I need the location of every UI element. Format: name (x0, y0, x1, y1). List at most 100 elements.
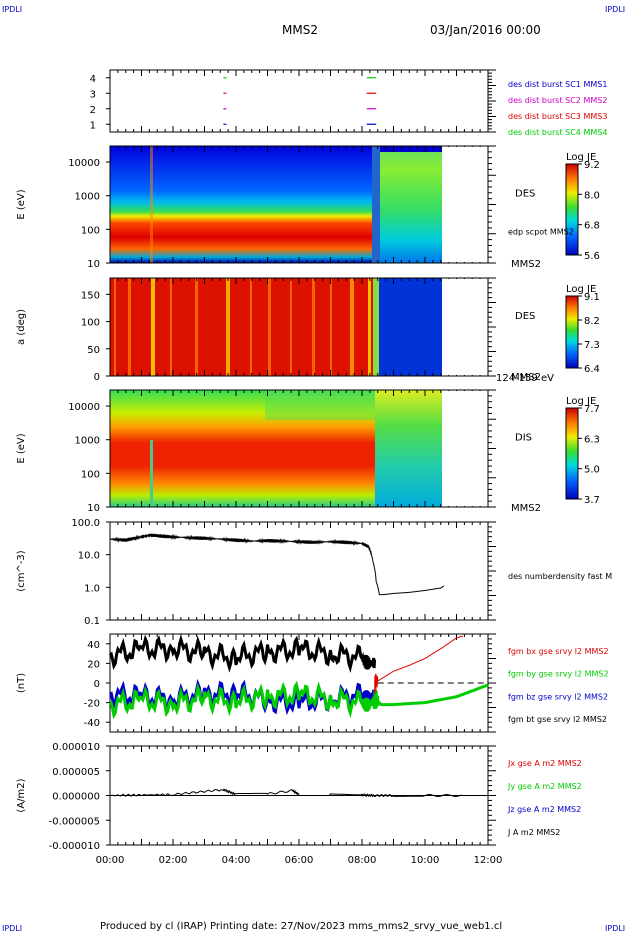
time-tick-label: 08:00 (348, 855, 377, 866)
y-tick-label: 3 (90, 89, 96, 100)
panel-dis_energy (106, 389, 496, 508)
y-tick-label: 0.000010 (52, 742, 100, 753)
y-tick-label: 150 (81, 290, 100, 301)
series-line (109, 533, 445, 596)
panel-frame (109, 69, 489, 133)
legend-entry: J A m2 MMS2 (507, 828, 560, 837)
instrument-label: DES (515, 189, 535, 200)
spacecraft-label: MMS2 (511, 372, 541, 383)
y-tick-label: 1000 (75, 192, 100, 203)
legend-entry: des dist burst SC4 MMS4 (508, 128, 607, 137)
y-tick-label: 10000 (68, 158, 100, 169)
legend-entry: Jy gse A m2 MMS2 (507, 782, 582, 791)
colorbar-title: Log JE (566, 152, 596, 163)
colorbar (565, 407, 579, 500)
colorbar-title: Log JE (566, 284, 596, 295)
panel-des_pitch (106, 277, 496, 377)
y-tick-label: 20 (87, 659, 100, 670)
y-axis-label: (A/m2) (16, 778, 27, 812)
y-tick-label: 1.0 (84, 583, 100, 594)
y-axis-label: E (eV) (16, 189, 27, 219)
y-tick-label: 10000 (68, 402, 100, 413)
y-tick-label: 1000 (75, 436, 100, 447)
y-tick-label: 10.0 (78, 551, 100, 562)
legend-entry: Jz gse A m2 MMS2 (507, 805, 581, 814)
y-tick-label: 0.000000 (52, 792, 100, 803)
legend-entry: fgm bz gse srvy l2 MMS2 (508, 692, 608, 701)
y-tick-label: 50 (87, 345, 100, 356)
no-data-region (443, 147, 487, 262)
y-tick-label: 40 (87, 640, 100, 651)
y-tick-label: 0 (94, 372, 100, 383)
colorbar-tick-label: 7.3 (584, 340, 600, 351)
legend-entry: fgm bt gse srvy l2 MMS2 (508, 715, 607, 724)
no-data-region (443, 391, 487, 506)
panel-burst (106, 69, 496, 133)
y-tick-label: 0 (94, 679, 100, 690)
heatmap-artwork (110, 146, 442, 507)
spacecraft-label: MMS2 (511, 259, 541, 270)
panel-bfield (106, 633, 496, 733)
colorbar-title: Log JE (566, 396, 596, 407)
colorbar-tick-label: 9.1 (584, 292, 600, 303)
time-tick-label: 10:00 (411, 855, 440, 866)
time-tick-label: 04:00 (222, 855, 251, 866)
legend-entry: des dist burst SC2 MMS2 (508, 96, 607, 105)
legend-entry: Jx gse A m2 MMS2 (507, 759, 582, 768)
spacecraft-title: MMS2 (282, 23, 318, 37)
y-tick-label: 10 (87, 503, 100, 514)
y-tick-label: -20 (84, 699, 100, 710)
series-line (374, 635, 463, 695)
colorbar-tick-label: 8.2 (584, 316, 600, 327)
y-tick-label: 10 (87, 259, 100, 270)
colorbar-tick-label: 5.0 (584, 465, 600, 476)
colorbar-tick-label: 6.3 (584, 434, 600, 445)
legend-entry: des numberdensity fast M (508, 572, 612, 581)
y-axis-label: (nT) (16, 673, 27, 693)
time-tick-label: 00:00 (96, 855, 125, 866)
colorbar-tick-label: 3.7 (584, 495, 600, 506)
y-tick-label: 0.000005 (52, 767, 100, 778)
y-tick-label: -0.000010 (49, 841, 100, 852)
colorbar (565, 163, 579, 256)
y-tick-label: 4 (90, 74, 96, 85)
y-tick-label: 100.0 (71, 518, 100, 529)
instrument-label: DES (515, 311, 535, 322)
colorbar-tick-label: 5.6 (584, 251, 600, 262)
y-axis-label: a (deg) (16, 309, 27, 345)
series-line (109, 788, 463, 798)
spacecraft-label: MMS2 (511, 503, 541, 514)
logo-right: IPDLI (605, 5, 625, 14)
y-axis-label: (cm^-3) (16, 550, 27, 591)
y-tick-label: 0.1 (84, 616, 100, 627)
colorbar-tick-label: 6.8 (584, 221, 600, 232)
colorbar-tick-label: 9.2 (584, 160, 600, 171)
no-data-region (443, 279, 487, 375)
series-line (108, 634, 377, 673)
colorbar (565, 295, 579, 369)
y-tick-label: 100 (81, 469, 100, 480)
time-tick-label: 02:00 (159, 855, 188, 866)
panel-density (106, 521, 496, 621)
sub-label: edp scpot MMS2 (508, 228, 574, 237)
legend-entry: fgm by gse srvy l2 MMS2 (508, 670, 609, 679)
time-tick-label: 12:00 (474, 855, 503, 866)
date-title: 03/Jan/2016 00:00 (430, 23, 541, 37)
y-axis-label: E (eV) (16, 433, 27, 463)
y-tick-label: 100 (81, 225, 100, 236)
y-tick-label: 100 (81, 318, 100, 329)
y-tick-label: -40 (84, 718, 100, 729)
legend-entry: des dist burst SC1 MMS1 (508, 80, 607, 89)
logo-bottom-right: IPDLI (605, 924, 625, 933)
energy-range-label: 124-159 eV (496, 373, 554, 384)
footer-text: Produced by cl (IRAP) Printing date: 27/… (100, 921, 502, 932)
colorbar-tick-label: 7.7 (584, 404, 600, 415)
y-tick-label: 1 (90, 120, 96, 131)
colorbar-tick-label: 8.0 (584, 190, 600, 201)
legend-entry: fgm bx gse srvy l2 MMS2 (508, 647, 609, 656)
logo-left: IPDLI (2, 5, 22, 14)
time-tick-label: 06:00 (285, 855, 314, 866)
legend-entry: des dist burst SC3 MMS3 (508, 112, 607, 121)
colorbar-tick-label: 6.4 (584, 364, 600, 375)
